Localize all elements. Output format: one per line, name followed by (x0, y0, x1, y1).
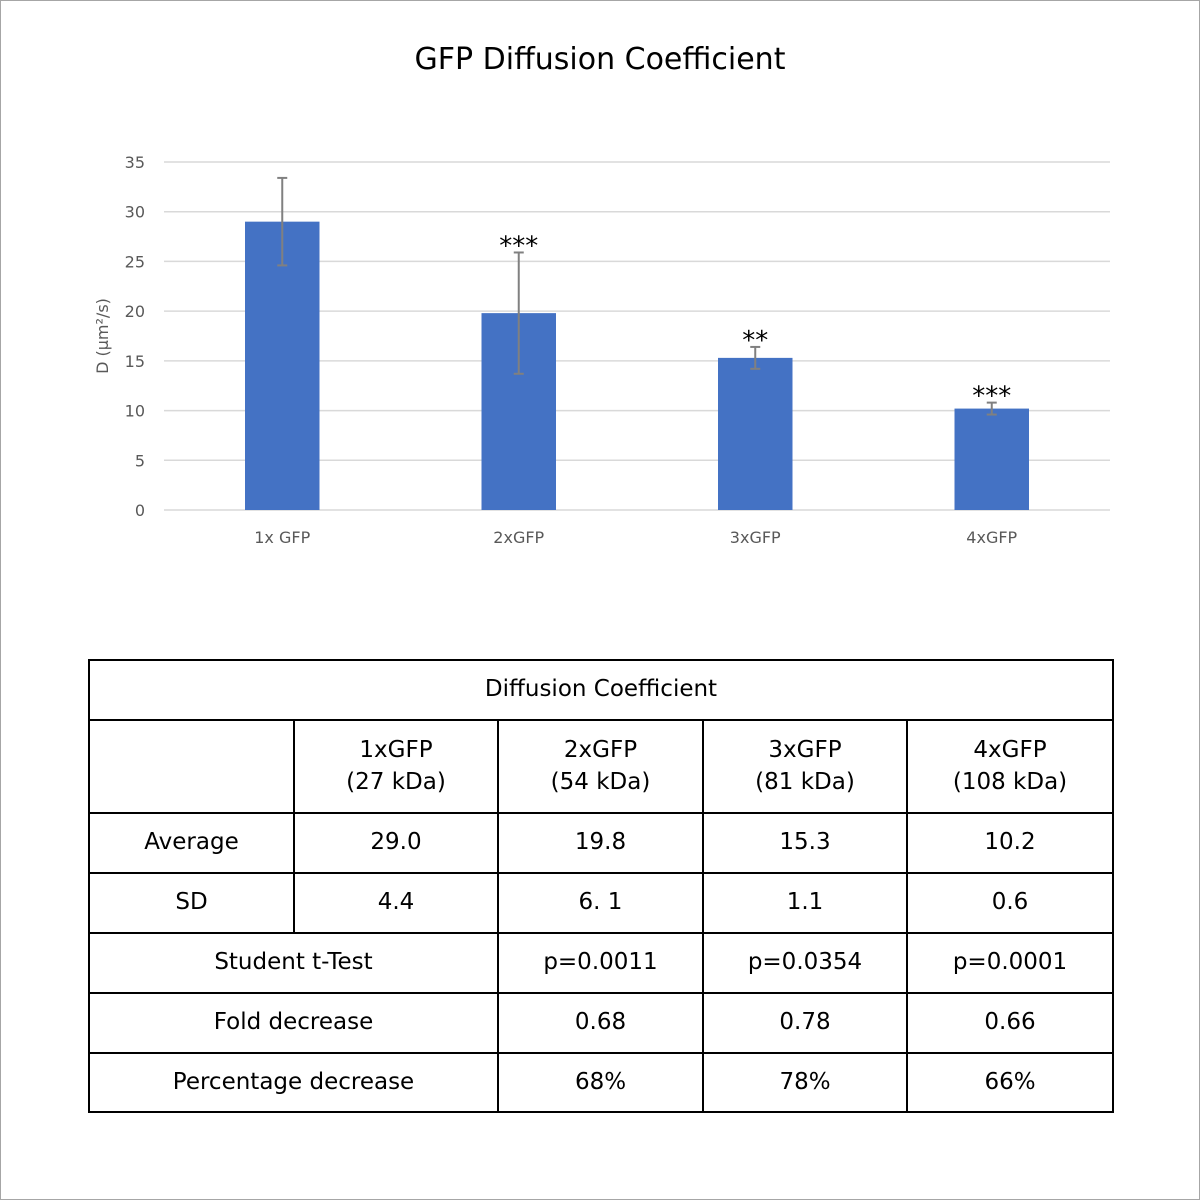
y-tick-label: 5 (135, 451, 145, 470)
table-header-row: 1xGFP (27 kDa) 2xGFP (54 kDa) 3xGFP (81 kDa… (88, 719, 1115, 814)
cell-average-3x: 15.3 (702, 812, 908, 874)
header-1xgfp: 1xGFP (27 kDa) (293, 719, 499, 814)
header-1xgfp-name: 1xGFP (359, 737, 433, 764)
cell-ttest-4x: p=0.0001 (905, 932, 1115, 994)
row-label-sd: SD (88, 872, 295, 934)
cell-sd-1x: 4.4 (293, 872, 499, 934)
y-tick-label: 0 (135, 501, 145, 520)
header-3xgfp-name: 3xGFP (768, 737, 842, 764)
x-tick-label: 2xGFP (493, 528, 544, 547)
diffusion-table: Diffusion Coefficient 1xGFP (27 kDa) 2xGF… (87, 659, 1115, 1113)
bar (718, 357, 793, 510)
y-tick-label: 15 (125, 352, 145, 371)
cell-percentage-2x: 68% (497, 1052, 704, 1113)
cell-ttest-3x: p=0.0354 (702, 932, 908, 994)
header-2xgfp-name: 2xGFP (563, 737, 638, 764)
cell-sd-2x: 6. 1 (497, 872, 704, 934)
significance-label: *** (972, 382, 1011, 412)
x-tick-label: 3xGFP (730, 528, 781, 547)
cell-average-1x: 29.0 (293, 812, 499, 874)
y-tick-label: 35 (125, 153, 145, 172)
cell-fold-2x: 0.68 (497, 992, 704, 1054)
cell-fold-3x: 0.78 (702, 992, 908, 1054)
table-row-fold: Fold decrease 0.68 0.78 0.66 (88, 992, 1115, 1054)
header-4xgfp-mass: (108 kDa) (952, 768, 1068, 795)
header-3xgfp-mass: (81 kDa) (755, 768, 855, 795)
y-tick-label: 25 (125, 252, 145, 271)
y-tick-label: 20 (125, 302, 145, 321)
table-title: Diffusion Coefficient (87, 659, 1115, 721)
chart-title: GFP Diffusion Coefficient (414, 42, 786, 77)
header-empty-cell (88, 719, 295, 814)
row-label-percentage: Percentage decrease (88, 1052, 499, 1113)
row-label-average: Average (88, 812, 295, 874)
row-label-fold: Fold decrease (88, 992, 499, 1054)
header-4xgfp-name: 4xGFP (973, 737, 1047, 764)
significance-label: ** (742, 326, 768, 356)
table-row-sd: SD 4.4 6. 1 1.1 0.6 (88, 872, 1115, 934)
cell-percentage-3x: 78% (702, 1052, 908, 1113)
cell-ttest-2x: p=0.0011 (497, 932, 704, 994)
x-tick-label: 4xGFP (966, 528, 1017, 547)
y-axis-label: D (µm²/s) (93, 298, 112, 374)
bar-chart: 0 5 10 15 20 25 30 35 D (µm²/s) 1x GFP *** 2xGFP ** 3… (93, 153, 1110, 547)
header-1xgfp-mass: (27 kDa) (346, 768, 446, 795)
header-3xgfp: 3xGFP (81 kDa) (702, 719, 908, 814)
cell-sd-4x: 0.6 (905, 872, 1115, 934)
header-2xgfp: 2xGFP (54 kDa) (497, 719, 704, 814)
cell-percentage-4x: 66% (905, 1052, 1115, 1113)
x-tick-label: 1x GFP (254, 528, 310, 547)
y-tick-label: 30 (125, 203, 145, 222)
header-2xgfp-mass: (54 kDa) (550, 768, 651, 795)
table-row-percentage: Percentage decrease 68% 78% 66% (88, 1052, 1115, 1113)
cell-fold-4x: 0.66 (905, 992, 1115, 1054)
table-row-ttest: Student t-Test p=0.0011 p=0.0354 p=0.000… (88, 932, 1115, 994)
cell-average-4x: 10.2 (905, 812, 1115, 874)
significance-label: *** (499, 231, 538, 261)
bar (245, 221, 320, 510)
y-tick-label: 10 (125, 402, 145, 421)
header-4xgfp: 4xGFP (108 kDa) (905, 719, 1115, 814)
cell-sd-3x: 1.1 (702, 872, 908, 934)
cell-average-2x: 19.8 (497, 812, 704, 874)
row-label-ttest: Student t-Test (88, 932, 499, 994)
table-title-row: Diffusion Coefficient (87, 659, 1115, 721)
bar (954, 408, 1029, 510)
table-row-average: Average 29.0 19.8 15.3 10.2 (88, 812, 1115, 874)
